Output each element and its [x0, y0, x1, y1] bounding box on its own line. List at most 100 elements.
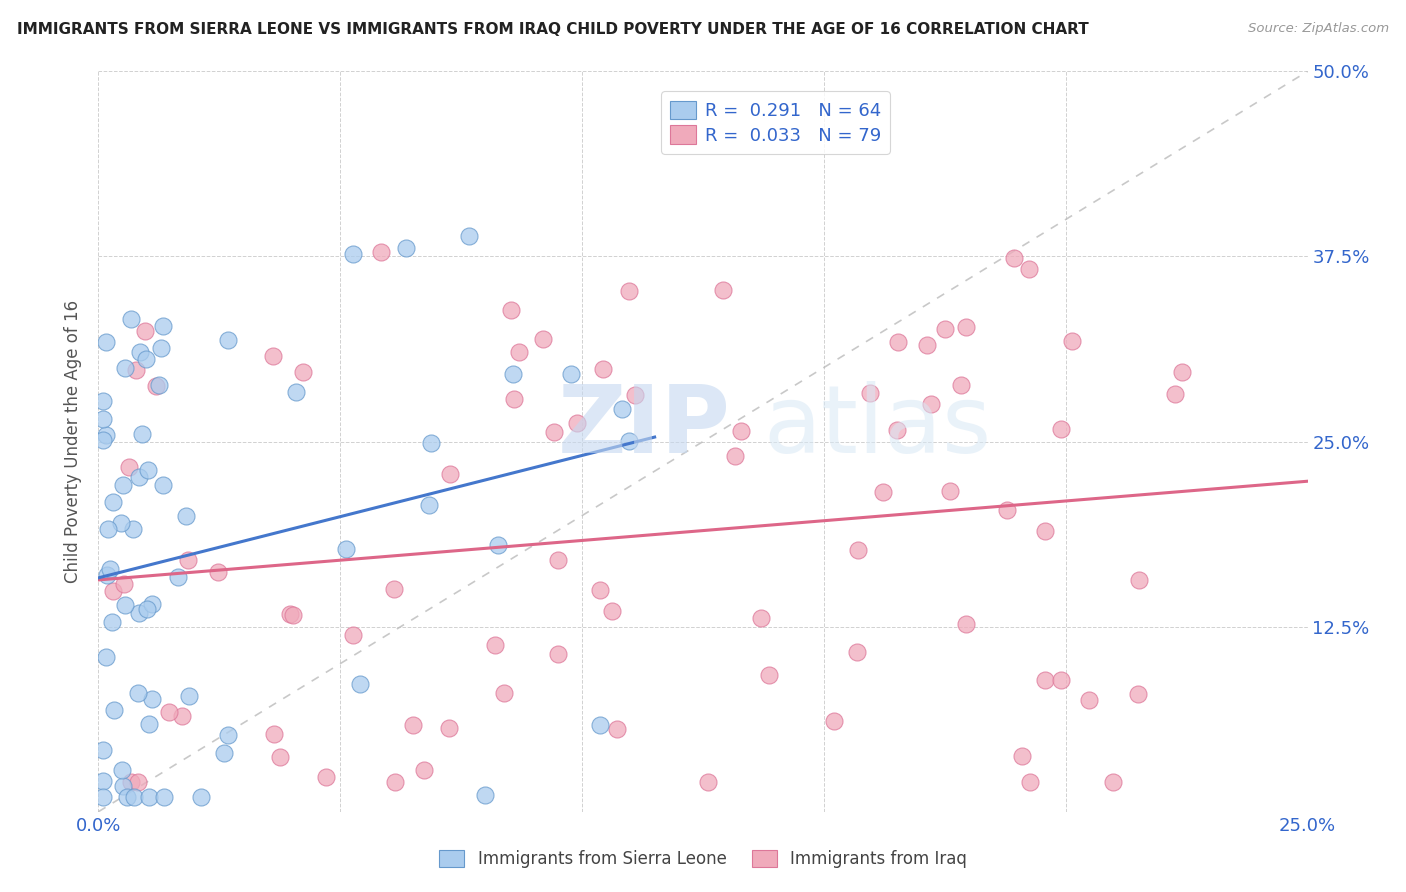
Point	[384, 775, 406, 789]
Point	[278, 607, 301, 622]
Point	[917, 338, 939, 352]
Point	[176, 553, 198, 567]
Point	[128, 470, 150, 484]
Point	[1077, 693, 1099, 707]
Point	[1049, 421, 1071, 435]
Point	[217, 333, 239, 347]
Point	[174, 509, 197, 524]
Point	[589, 582, 612, 597]
Point	[486, 538, 509, 552]
Point	[127, 775, 149, 789]
Point	[758, 668, 780, 682]
Point	[138, 789, 160, 804]
Point	[141, 597, 163, 611]
Legend: R =  0.291   N = 64, R =  0.033   N = 79: R = 0.291 N = 64, R = 0.033 N = 79	[661, 92, 890, 153]
Point	[177, 689, 200, 703]
Point	[494, 686, 516, 700]
Point	[96, 568, 118, 582]
Point	[439, 467, 461, 481]
Point	[167, 570, 190, 584]
Point	[207, 566, 229, 580]
Point	[101, 583, 124, 598]
Text: IMMIGRANTS FROM SIERRA LEONE VS IMMIGRANTS FROM IRAQ CHILD POVERTY UNDER THE AGE: IMMIGRANTS FROM SIERRA LEONE VS IMMIGRAN…	[17, 22, 1088, 37]
Point	[1102, 775, 1125, 789]
Point	[474, 788, 496, 802]
Point	[1170, 365, 1192, 379]
Point	[872, 485, 894, 500]
Point	[886, 424, 908, 438]
Point	[1018, 261, 1040, 276]
Point	[112, 577, 135, 591]
Point	[1019, 775, 1042, 789]
Point	[335, 541, 357, 556]
Point	[418, 498, 440, 512]
Point	[859, 386, 882, 401]
Point	[120, 312, 142, 326]
Point	[955, 319, 977, 334]
Point	[269, 750, 291, 764]
Point	[623, 388, 645, 402]
Point	[560, 367, 582, 381]
Point	[94, 650, 117, 665]
Point	[437, 721, 460, 735]
Point	[281, 607, 304, 622]
Point	[420, 435, 443, 450]
Point	[128, 607, 150, 621]
Point	[370, 244, 392, 259]
Point	[114, 360, 136, 375]
Point	[152, 478, 174, 492]
Point	[711, 283, 734, 297]
Point	[94, 334, 117, 349]
Point	[955, 616, 977, 631]
Point	[697, 775, 720, 789]
Point	[91, 412, 114, 426]
Point	[149, 341, 172, 355]
Point	[724, 449, 747, 463]
Point	[547, 553, 569, 567]
Point	[592, 362, 614, 376]
Text: atlas: atlas	[763, 381, 991, 473]
Point	[91, 789, 114, 804]
Point	[157, 705, 180, 719]
Point	[117, 789, 139, 804]
Point	[172, 708, 194, 723]
Point	[190, 789, 212, 804]
Point	[934, 322, 956, 336]
Point	[503, 392, 526, 407]
Point	[413, 764, 436, 778]
Point	[131, 427, 153, 442]
Point	[567, 416, 589, 430]
Point	[111, 779, 134, 793]
Point	[212, 746, 235, 760]
Point	[103, 703, 125, 717]
Point	[153, 789, 176, 804]
Point	[458, 229, 481, 244]
Point	[1164, 387, 1187, 401]
Point	[217, 728, 239, 742]
Point	[823, 714, 845, 728]
Point	[1060, 334, 1083, 349]
Point	[134, 325, 156, 339]
Point	[543, 425, 565, 439]
Point	[118, 459, 141, 474]
Point	[848, 543, 870, 558]
Point	[606, 722, 628, 736]
Point	[111, 477, 134, 491]
Point	[1033, 524, 1056, 539]
Point	[145, 378, 167, 392]
Point	[751, 611, 773, 625]
Point	[292, 365, 315, 379]
Point	[127, 686, 149, 700]
Point	[91, 393, 114, 408]
Point	[91, 743, 114, 757]
Point	[152, 318, 174, 333]
Point	[148, 377, 170, 392]
Point	[141, 691, 163, 706]
Text: Source: ZipAtlas.com: Source: ZipAtlas.com	[1249, 22, 1389, 36]
Point	[600, 604, 623, 618]
Point	[125, 362, 148, 376]
Point	[101, 615, 124, 630]
Point	[484, 638, 506, 652]
Point	[136, 463, 159, 477]
Point	[262, 349, 284, 363]
